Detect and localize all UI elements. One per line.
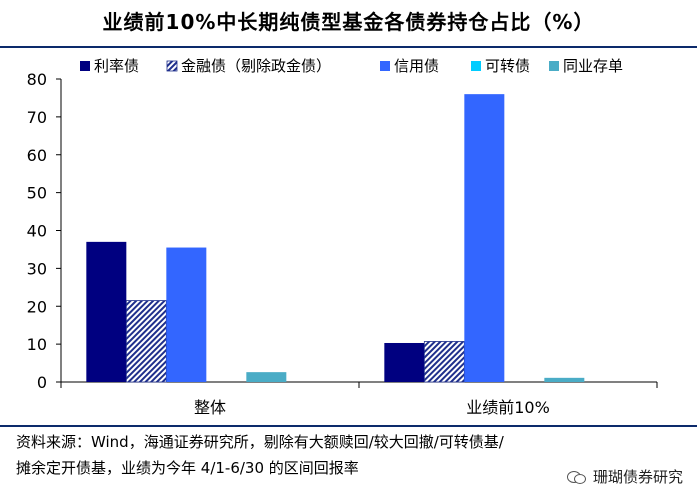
y-tick-label: 50 — [27, 184, 47, 203]
legend-swatch-信用债 — [380, 61, 390, 71]
bar-chart: 利率债 金融债（剔除政金债） 信用债 可转债 同业存单 0 10 20 30 40 50 60 70 8… — [27, 57, 658, 417]
legend-swatch-利率债 — [80, 61, 90, 71]
bar-信用债-1 — [166, 247, 207, 382]
footnote-line-1: 资料来源：Wind，海通证券研究所，剔除有大额赎回/较大回撤/可转债基/ — [16, 433, 504, 451]
legend-swatch-金融债-剔除政金债 — [166, 60, 178, 72]
title-bar: 业绩前10%中长期纯债型基金各债券持仓占比（%） — [0, 0, 697, 46]
bar-信用债-2 — [464, 94, 505, 383]
chart-title: 业绩前10%中长期纯债型基金各债券持仓占比（%） — [102, 10, 595, 34]
chart-legend: 利率债 金融债（剔除政金债） 信用债 可转债 同业存单 — [80, 57, 623, 75]
legend-label-同业存单: 同业存单 — [563, 57, 623, 75]
bar-利率债-2 — [384, 342, 425, 382]
watermark: 珊瑚债券研究 — [566, 466, 683, 487]
legend-swatch-可转债 — [471, 61, 481, 71]
watermark-text: 珊瑚债券研究 — [592, 468, 683, 486]
legend-label-可转债: 可转债 — [485, 57, 530, 75]
top-rule — [0, 46, 697, 48]
chart-axes: 0 10 20 30 40 50 60 70 80 整体 业绩前10% — [27, 70, 658, 417]
legend-swatch-同业存单 — [549, 61, 559, 71]
footnote-line-2: 摊余定开债基，业绩为今年 4/1-6/30 的区间回报率 — [16, 459, 359, 477]
bar-同业存单-1 — [246, 372, 287, 382]
bar-金融债-剔除政金债-1 — [125, 300, 167, 383]
y-tick-label: 60 — [27, 146, 47, 165]
chart-bars — [86, 94, 585, 383]
source-footnote: 资料来源：Wind，海通证券研究所，剔除有大额赎回/较大回撤/可转债基/ 摊余定… — [16, 429, 691, 481]
legend-label-信用债: 信用债 — [394, 57, 439, 75]
y-tick-label: 10 — [27, 335, 47, 354]
y-tick-label: 40 — [27, 222, 47, 241]
x-tick-label: 整体 — [194, 398, 226, 417]
y-tick-label: 20 — [27, 297, 47, 316]
wechat-icon — [566, 470, 587, 484]
bar-同业存单-2 — [544, 377, 585, 382]
bar-金融债-剔除政金债-2 — [423, 341, 465, 383]
x-tick-label: 业绩前10% — [466, 398, 550, 417]
legend-label-金融债-剔除政金债: 金融债（剔除政金债） — [181, 57, 331, 75]
bar-利率债-1 — [86, 241, 127, 382]
legend-label-利率债: 利率债 — [94, 57, 139, 75]
y-tick-label: 30 — [27, 259, 47, 278]
y-tick-label: 70 — [27, 108, 47, 127]
bottom-rule — [0, 425, 697, 427]
y-tick-label: 0 — [37, 373, 47, 392]
y-tick-label: 80 — [27, 70, 47, 89]
